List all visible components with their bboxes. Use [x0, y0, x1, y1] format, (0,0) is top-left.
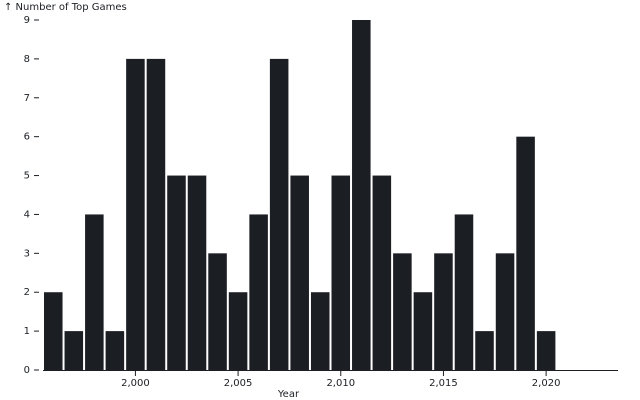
- bar-2003: [187, 175, 207, 370]
- bar-2020: [536, 331, 556, 370]
- x-tick-label: 2,010: [326, 378, 355, 389]
- y-axis: 0 1 2 3 4 5 6 7 8 9: [24, 15, 39, 376]
- y-axis-label: ↑ Number of Top Games: [4, 2, 127, 13]
- y-tick-label: 6: [24, 132, 30, 143]
- x-tick-label: 2,015: [429, 378, 458, 389]
- y-tick-label: 5: [24, 171, 30, 182]
- y-tick-label: 4: [24, 209, 30, 220]
- bar-2007: [269, 58, 289, 371]
- x-tick-label: 2,020: [532, 378, 561, 389]
- bar-1998: [85, 214, 104, 370]
- bar-2004: [208, 253, 227, 370]
- bar-1999: [105, 331, 125, 370]
- y-tick-label: 7: [24, 93, 30, 104]
- bar-2005: [228, 292, 248, 370]
- bar-2017: [475, 331, 494, 370]
- x-axis: 2,000 2,005 2,010 2,015 2,020: [43, 370, 618, 389]
- bar-2015: [434, 253, 453, 370]
- x-tick-label: 2,000: [121, 378, 150, 389]
- bar-2009: [310, 292, 330, 370]
- bar-2010: [331, 175, 351, 370]
- bar-2014: [413, 292, 433, 370]
- y-tick-label: 3: [24, 248, 30, 259]
- y-tick-label: 1: [24, 326, 30, 337]
- x-axis-label: Year: [277, 389, 300, 400]
- x-tick-label: 2,005: [224, 378, 253, 389]
- bar-2012: [372, 175, 392, 370]
- bar-2019: [516, 136, 535, 370]
- bar-2016: [454, 214, 474, 370]
- bar-2001: [146, 58, 166, 371]
- bar-2013: [393, 253, 412, 370]
- y-tick-label: 0: [24, 365, 30, 376]
- y-tick-label: 9: [24, 15, 30, 26]
- y-tick-label: 2: [24, 287, 30, 298]
- bar-2011: [352, 20, 371, 370]
- bars: [44, 20, 556, 371]
- bar-2018: [495, 253, 515, 370]
- bar-2000: [126, 58, 145, 371]
- y-tick-label: 8: [24, 54, 30, 65]
- bar-2002: [167, 175, 186, 370]
- bar-1997: [64, 331, 84, 370]
- bar-2008: [290, 175, 309, 370]
- bar-1996: [44, 292, 63, 370]
- bar-2006: [249, 214, 268, 370]
